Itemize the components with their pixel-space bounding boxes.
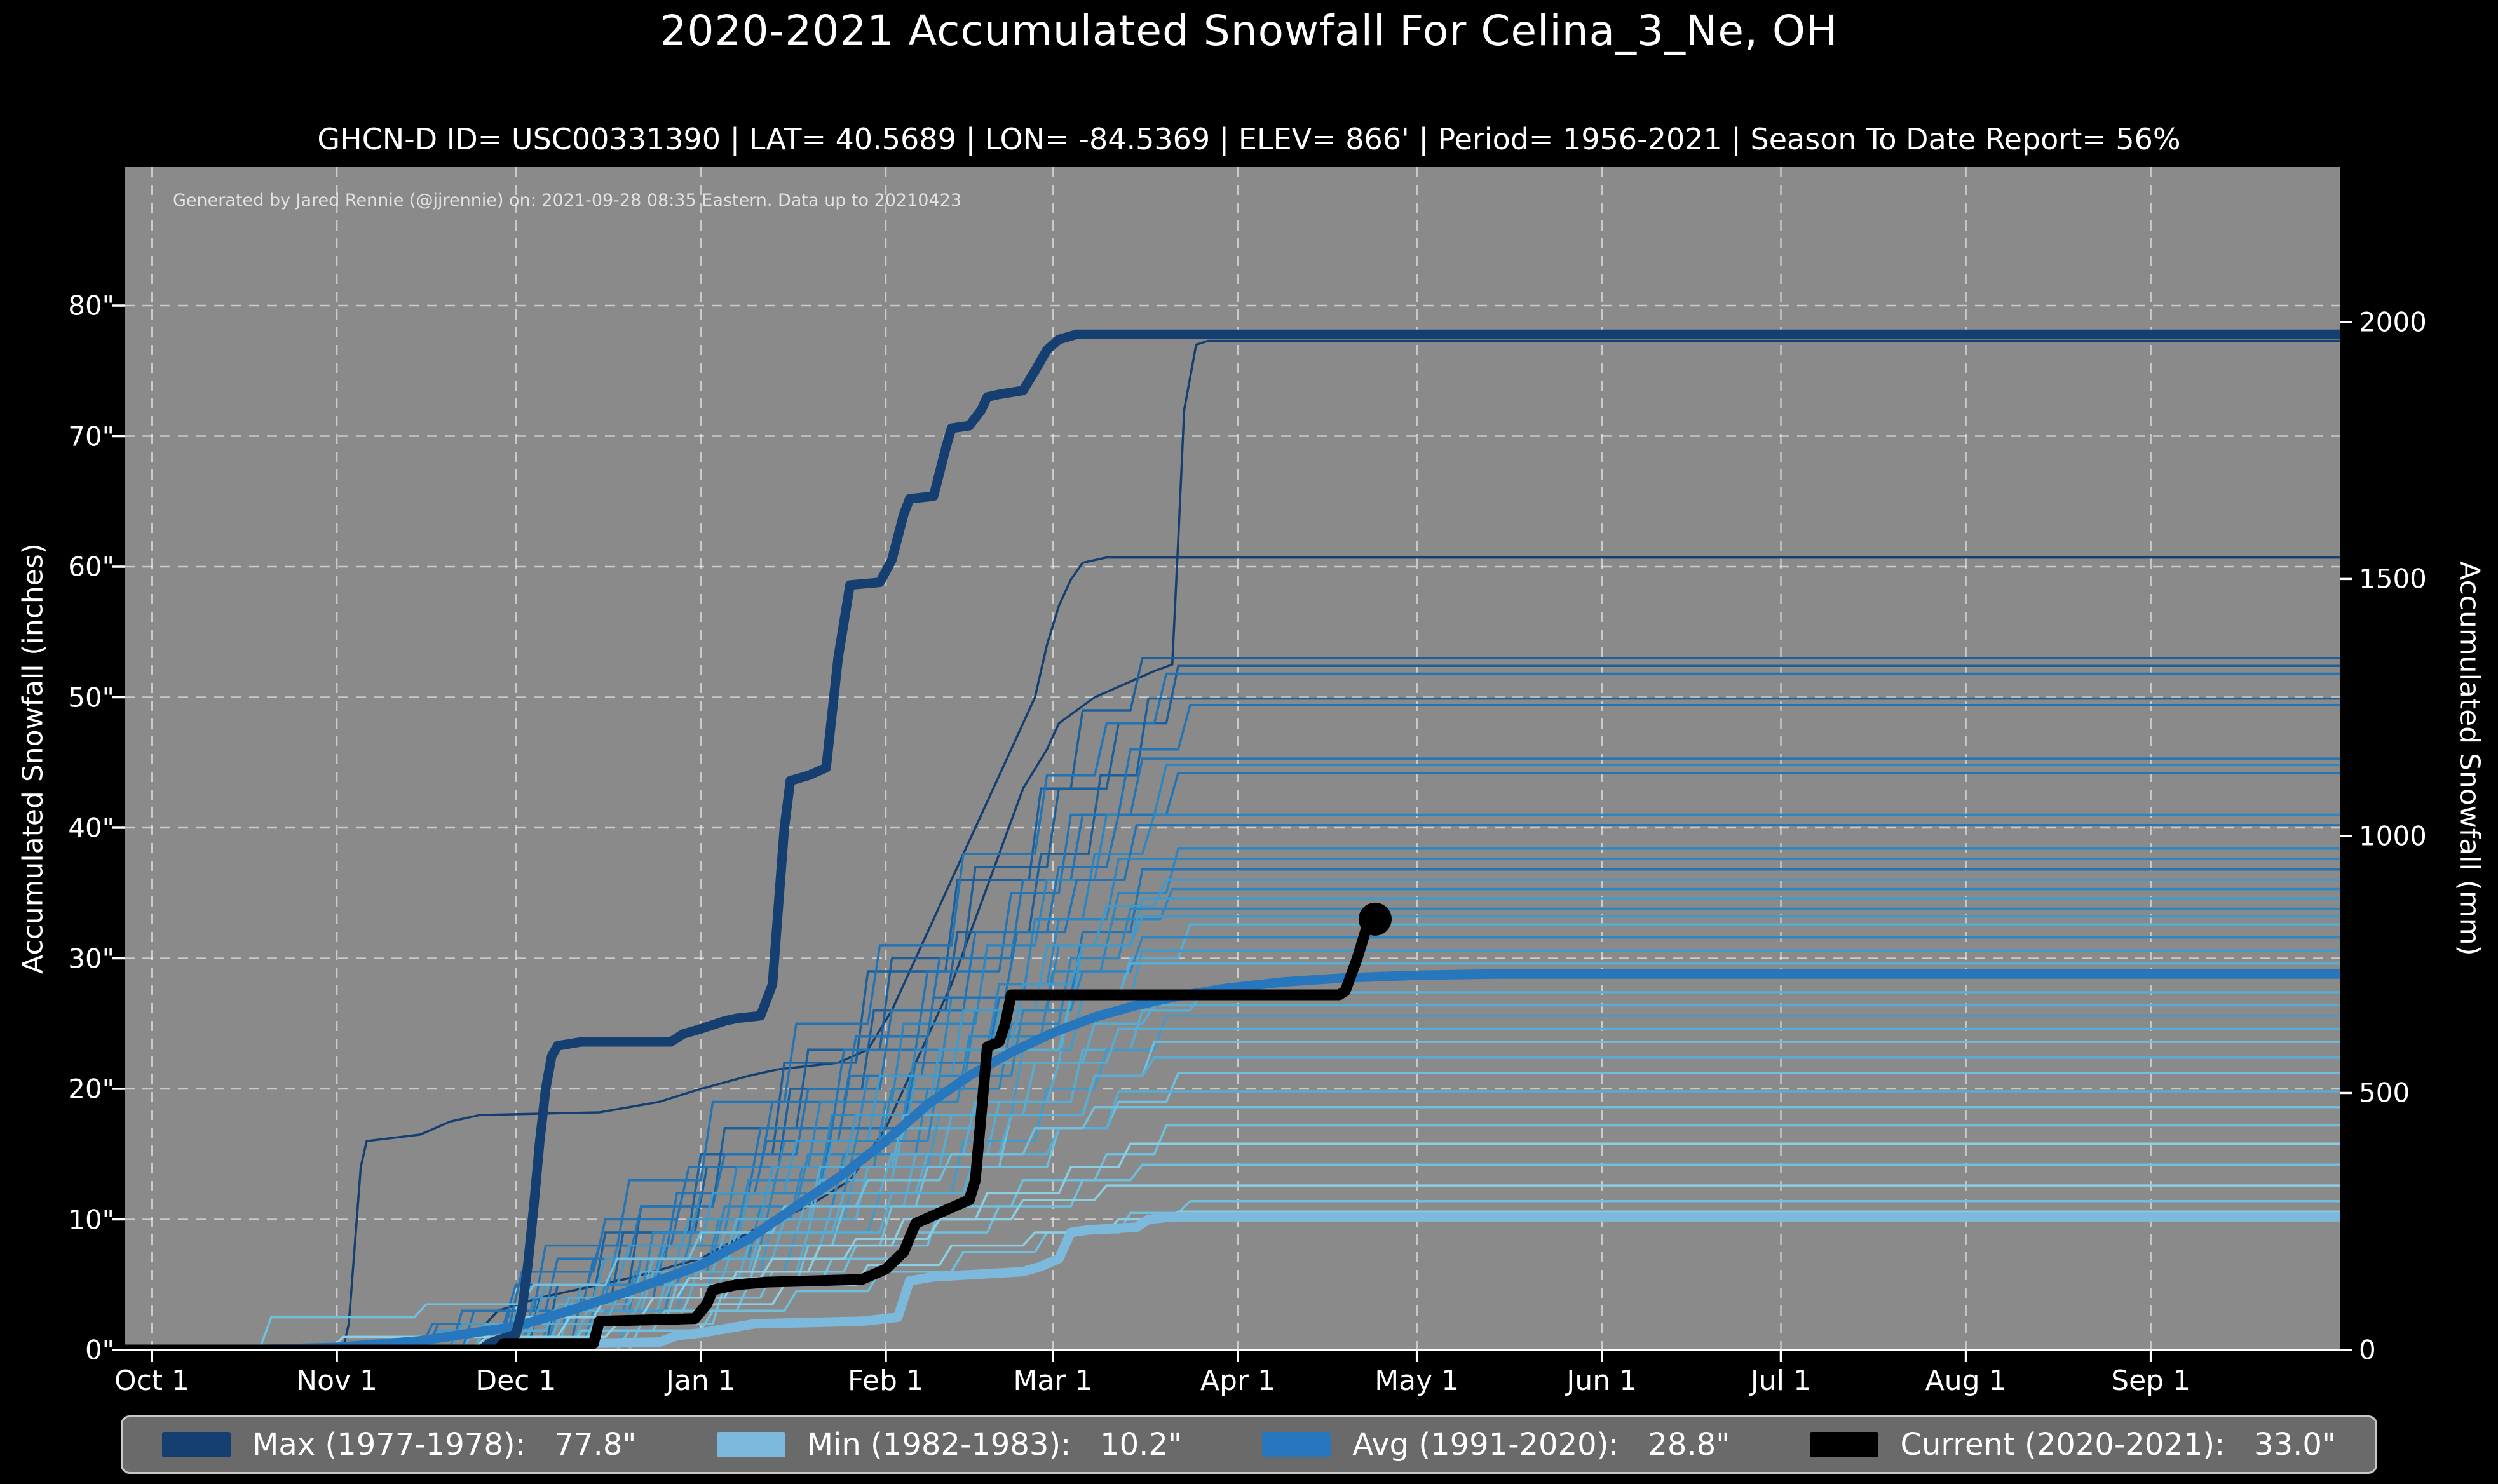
- legend-label: Min (1982-1983): 10.2": [806, 1427, 1183, 1462]
- y-tick-label-mm: 500: [2359, 1077, 2410, 1109]
- x-tick-label: Jul 1: [1750, 1365, 1812, 1397]
- legend-item: Current (2020-2021): 33.0": [1810, 1427, 2336, 1462]
- legend-swatch: [1810, 1432, 1879, 1457]
- y-tick-label-inches: 60": [68, 551, 114, 583]
- y-tick-label-inches: 50": [68, 682, 114, 713]
- legend-item: Max (1977-1978): 77.8": [162, 1427, 636, 1462]
- legend-label: Max (1977-1978): 77.8": [252, 1427, 637, 1462]
- y-tick-label-mm: 0: [2359, 1334, 2376, 1366]
- y-tick-label-mm: 1000: [2359, 820, 2427, 852]
- page-title: 2020-2021 Accumulated Snowfall For Celin…: [660, 6, 1838, 55]
- x-tick-label: Sep 1: [2111, 1365, 2191, 1397]
- x-tick-label: Aug 1: [1925, 1365, 2007, 1397]
- y-tick-label-inches: 20": [68, 1073, 114, 1105]
- watermark-credit: Generated by Jared Rennie (@jjrennie) on…: [173, 191, 962, 210]
- series-line-avg: [125, 969, 2340, 1350]
- y-axis-label-mm: Accumulated Snowfall (mm): [2453, 561, 2486, 956]
- y-axis-label-inches: Accumulated Snowfall (inches): [17, 543, 50, 974]
- x-tick-label: May 1: [1375, 1365, 1460, 1397]
- y-tick-label-inches: 40": [68, 812, 114, 844]
- history-year-line: [125, 1056, 2340, 1350]
- y-tick-label-mm: 1500: [2359, 563, 2427, 595]
- y-tick-label-inches: 70": [68, 421, 114, 452]
- series-line-min: [125, 1211, 2340, 1350]
- y-tick-label-inches: 10": [68, 1204, 114, 1235]
- legend: Max (1977-1978): 77.8" Min (1982-1983): 1…: [121, 1415, 2377, 1474]
- x-tick-label: Jun 1: [1566, 1365, 1638, 1397]
- series-line-max: [125, 329, 2340, 1350]
- y-tick-label-mm: 2000: [2359, 306, 2427, 338]
- x-tick-label: Dec 1: [475, 1365, 557, 1397]
- x-tick-label: Feb 1: [848, 1365, 924, 1397]
- x-tick-label: Oct 1: [114, 1365, 190, 1397]
- history-year-line: [125, 1090, 2340, 1350]
- x-tick-label: Mar 1: [1013, 1365, 1093, 1397]
- y-tick-label-inches: 0": [85, 1334, 114, 1366]
- x-tick-label: Apr 1: [1200, 1365, 1276, 1397]
- y-tick-label-inches: 80": [68, 290, 114, 321]
- legend-item: Min (1982-1983): 10.2": [716, 1427, 1183, 1462]
- station-subtitle: GHCN-D ID= USC00331390 | LAT= 40.5689 | …: [317, 122, 2181, 156]
- y-tick-label-inches: 30": [68, 943, 114, 974]
- legend-swatch: [716, 1432, 785, 1457]
- history-year-line: [125, 1106, 2340, 1350]
- history-year-line: [125, 771, 2340, 1350]
- current-endpoint-marker: [1358, 902, 1392, 936]
- legend-swatch: [162, 1432, 231, 1457]
- legend-label: Avg (1991-2020): 28.8": [1352, 1427, 1730, 1462]
- x-tick-label: Jan 1: [665, 1365, 736, 1397]
- legend-swatch: [1262, 1432, 1331, 1457]
- legend-label: Current (2020-2021): 33.0": [1900, 1427, 2336, 1462]
- legend-item: Avg (1991-2020): 28.8": [1262, 1427, 1730, 1462]
- x-tick-label: Nov 1: [296, 1365, 378, 1397]
- series-line-current: [125, 914, 1381, 1350]
